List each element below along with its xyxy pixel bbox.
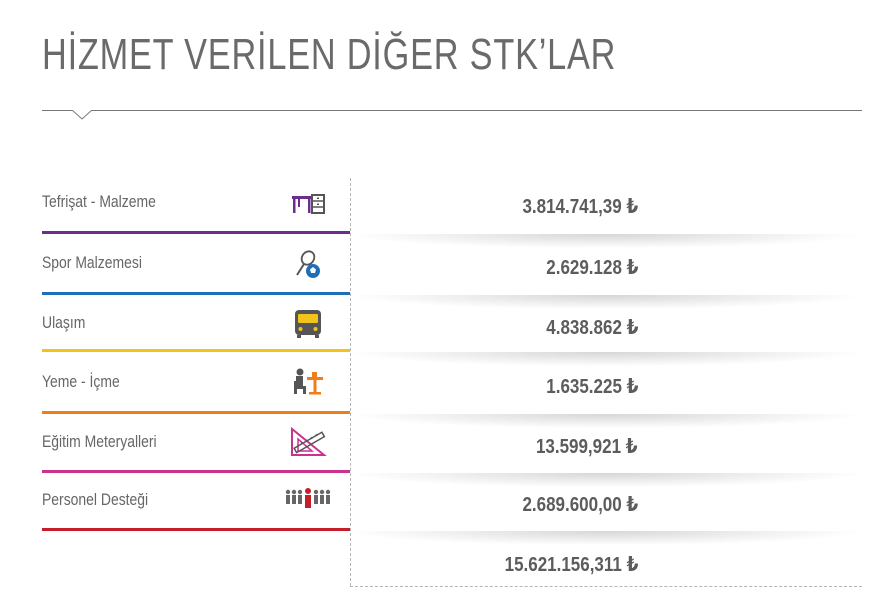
row-value-personnel: 2.689.600,00 ₺ <box>522 494 638 516</box>
furniture-icon <box>292 194 325 214</box>
row-shadow <box>352 234 860 248</box>
row-underline-sports <box>42 292 350 295</box>
values-bottom-border <box>350 586 862 587</box>
row-value-catering: 1.635.225 ₺ <box>545 376 638 398</box>
personnel-group-icon <box>285 488 331 508</box>
row-shadow <box>352 352 860 366</box>
row-underline-catering <box>42 411 350 414</box>
dining-icon <box>294 368 323 395</box>
title-divider <box>42 110 862 111</box>
row-label-personnel: Personel Desteği <box>42 490 149 509</box>
bus-icon <box>295 310 321 338</box>
row-value-transport: 4.838.862 ₺ <box>545 317 638 339</box>
row-value-education: 13.599,921 ₺ <box>536 436 638 458</box>
divider-notch-icon <box>72 110 92 120</box>
values-column-border <box>350 178 351 586</box>
row-shadow <box>352 295 860 309</box>
page-title: HİZMET VERİLEN DİĞER STK’LAR <box>42 30 617 79</box>
row-underline-furnishing <box>42 231 350 234</box>
total-value: 15.621.156,311 ₺ <box>504 554 638 576</box>
row-label-education: Eğitim Meteryalleri <box>42 432 157 451</box>
row-label-sports: Spor Malzemesi <box>42 253 142 272</box>
ruler-set-icon <box>291 426 327 456</box>
row-underline-personnel <box>42 528 350 531</box>
row-underline-education <box>42 470 350 473</box>
row-shadow <box>352 531 860 545</box>
row-value-furnishing: 3.814.741,39 ₺ <box>522 196 638 218</box>
row-shadow <box>352 414 860 428</box>
row-underline-transport <box>42 349 350 352</box>
sports-equipment-icon <box>296 250 320 278</box>
row-label-transport: Ulaşım <box>42 313 86 332</box>
row-value-sports: 2.629.128 ₺ <box>545 257 638 279</box>
row-label-catering: Yeme - İçme <box>42 372 120 391</box>
row-label-furnishing: Tefrişat - Malzeme <box>42 192 156 211</box>
row-shadow <box>352 473 860 487</box>
